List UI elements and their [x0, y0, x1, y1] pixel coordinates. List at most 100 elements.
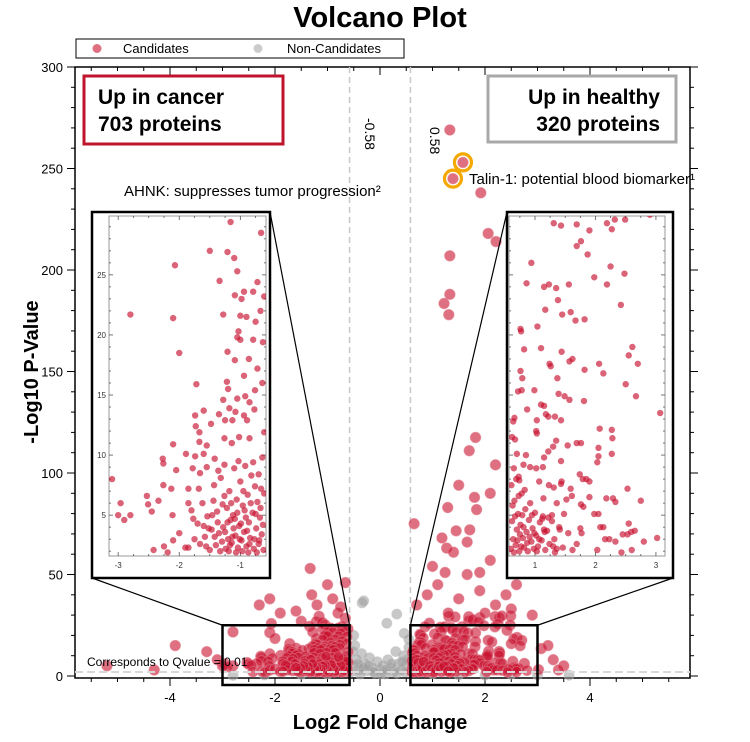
inset-candidate-point	[223, 504, 231, 512]
inset-x-tick-label: -2	[176, 561, 184, 570]
inset-candidate-point	[216, 277, 223, 285]
inset-candidate-point	[558, 478, 565, 485]
inset-candidate-point	[249, 336, 257, 343]
inset-candidate-point	[557, 417, 565, 424]
candidate-point	[408, 518, 420, 530]
inset-candidate-point	[554, 374, 561, 382]
candidate-point	[547, 654, 559, 666]
candidate-point	[450, 525, 462, 537]
candidate-point	[321, 578, 334, 591]
non-candidate-point	[403, 633, 415, 645]
inset-candidate-point	[577, 439, 585, 447]
inset-candidate-point	[235, 457, 242, 465]
inset-candidate-point	[513, 475, 520, 483]
candidate-point	[510, 578, 523, 591]
inset-candidate-point	[618, 549, 625, 556]
inset-candidate-point	[172, 466, 180, 474]
inset-candidate-point	[533, 465, 540, 472]
candidate-point	[334, 601, 347, 613]
inset-candidate-point	[260, 546, 266, 554]
inset-candidate-point	[127, 311, 134, 318]
inset-candidate-point	[515, 492, 522, 500]
inset-candidate-point	[257, 504, 264, 512]
inset-points	[109, 218, 266, 556]
inset-candidate-point	[218, 538, 226, 545]
inset-candidate-point	[524, 547, 531, 555]
inset-candidate-point	[204, 513, 211, 520]
inset-candidate-point	[533, 430, 541, 437]
inset-candidate-point	[232, 408, 239, 416]
inset-candidate-point	[519, 511, 526, 519]
inset-candidate-point	[226, 405, 233, 412]
inset-candidate-point	[231, 515, 239, 522]
candidate-point	[447, 172, 459, 185]
inset-candidate-point	[243, 527, 251, 534]
inset-candidate-point	[603, 281, 611, 288]
inset-candidate-point	[612, 498, 619, 506]
inset-candidate-point	[629, 343, 636, 351]
candidate-point	[489, 621, 501, 633]
inset-candidate-point	[239, 502, 246, 509]
candidate-point	[457, 156, 469, 169]
inset-candidate-point	[209, 511, 216, 519]
candidate-point	[505, 603, 517, 615]
inset-candidate-point	[545, 413, 552, 420]
inset-candidate-point	[240, 412, 248, 419]
inset-candidate-point	[619, 531, 626, 538]
inset-candidate-point	[526, 499, 534, 507]
inset-candidate-point	[608, 426, 615, 434]
x-tick-label: -4	[164, 690, 176, 705]
inset-candidate-point	[565, 529, 572, 537]
inset-candidate-point	[567, 485, 574, 492]
inset-candidate-point	[545, 481, 553, 489]
inset-candidate-point	[634, 360, 641, 367]
candidate-point	[489, 599, 502, 611]
inset-candidate-point	[523, 406, 531, 413]
inset-candidate-point	[566, 396, 573, 404]
inset-candidate-point	[522, 451, 530, 459]
inset-candidate-point	[236, 535, 243, 543]
inset-candidate-point	[539, 463, 547, 471]
inset-candidate-point	[541, 528, 548, 536]
inset-candidate-point	[160, 543, 168, 550]
inset-candidate-point	[246, 540, 253, 548]
candidate-point	[526, 609, 538, 621]
inset-x-tick-label: 2	[593, 561, 598, 570]
candidate-point	[521, 664, 533, 677]
inset-candidate-point	[510, 549, 518, 556]
candidate-point	[486, 636, 498, 648]
candidate-point	[474, 566, 486, 579]
inset-candidate-point	[191, 453, 199, 460]
inset-candidate-point	[550, 220, 557, 227]
inset-candidate-point	[545, 448, 552, 455]
inset-candidate-point	[536, 535, 543, 543]
inset-candidate-point	[622, 380, 629, 388]
inset-candidate-point	[568, 492, 576, 500]
inset-candidate-point	[260, 490, 266, 497]
candidate-point	[227, 626, 239, 638]
inset-candidate-point	[516, 531, 524, 538]
inset-candidate-point	[231, 465, 238, 472]
inset-candidate-point	[235, 328, 242, 335]
inset-candidate-point	[242, 462, 249, 470]
inset-candidate-point	[240, 487, 247, 495]
inset-candidate-point	[576, 471, 583, 478]
inset-candidate-point	[528, 511, 536, 519]
inset-candidate-point	[243, 417, 251, 424]
candidate-point	[426, 560, 439, 573]
inset-candidate-point	[237, 520, 245, 527]
inset-candidate-point	[189, 465, 196, 472]
candidate-point	[500, 589, 512, 601]
inset-candidate-point	[573, 242, 580, 250]
inset-candidate-point	[553, 499, 560, 507]
inset-candidate-point	[259, 521, 266, 528]
inset-candidate-point	[551, 535, 558, 543]
inset-candidate-point	[182, 450, 190, 458]
inset-candidate-point	[245, 519, 253, 526]
inset-candidate-point	[249, 288, 257, 295]
inset-candidate-point	[226, 541, 234, 549]
inset-candidate-point	[513, 450, 521, 458]
inset-candidate-point	[210, 497, 217, 504]
legend-label-candidates: Candidates	[123, 41, 189, 56]
